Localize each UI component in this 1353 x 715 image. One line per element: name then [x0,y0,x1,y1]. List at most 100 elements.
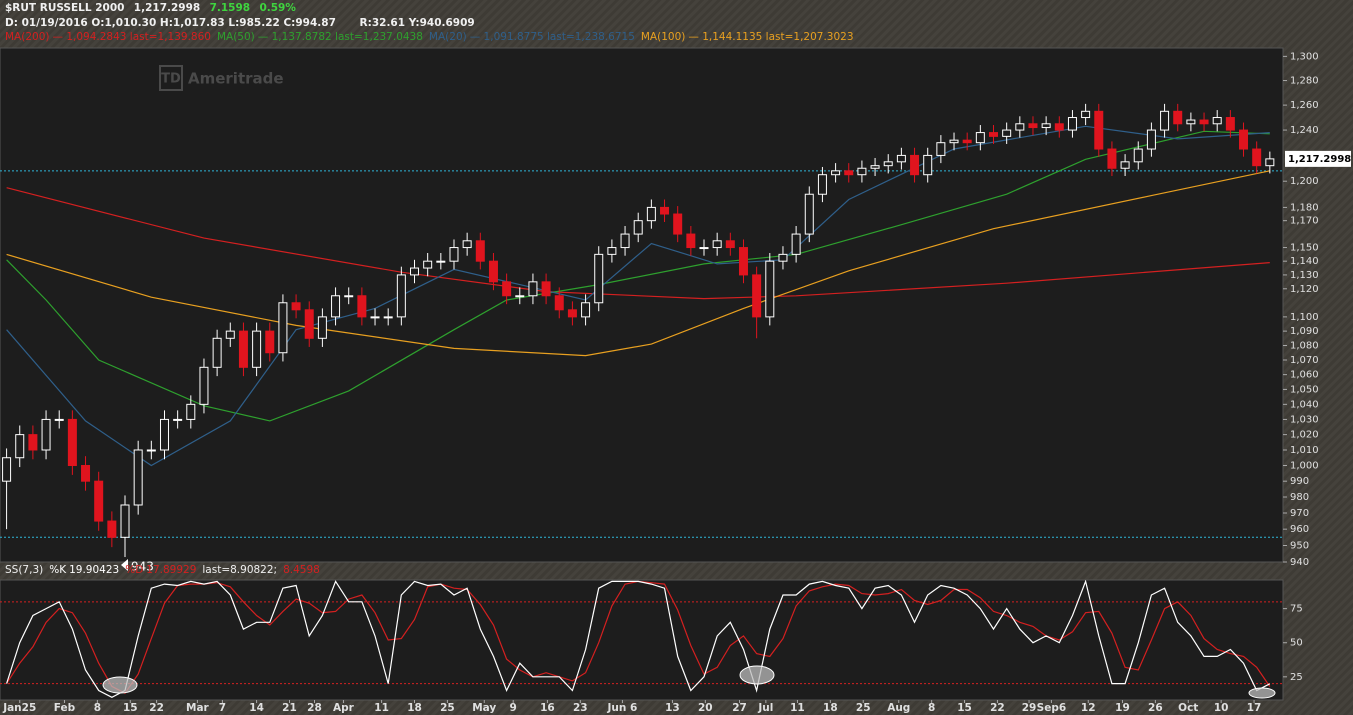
x-tick-label: Jun 6 [607,702,638,714]
x-tick-label: 8 [928,702,935,714]
y-tick-label: 990 [1290,476,1309,487]
x-tick-label: Mar [186,702,210,714]
candle-body [541,281,551,297]
candle-body [133,449,143,506]
indicator-title: SS(7,3) [5,564,44,576]
candle-body [673,213,683,235]
candle-body [28,434,38,451]
candle-body [515,295,525,298]
candle-body [1186,119,1196,125]
y-tick-label: 1,100 [1290,312,1319,323]
last-price: 1,217.2998 [133,2,201,14]
candle-body [896,154,906,163]
y-tick-label: 50 [1290,638,1303,649]
legend-value: 17.89929 [146,564,197,576]
x-tick-label: 11 [374,702,389,714]
last-price-label: 1,217.2998 [1288,154,1351,165]
candle-body [383,316,393,319]
x-tick-label: 10 [1214,702,1229,714]
x-tick-label: 17 [1247,702,1262,714]
change-pct: 0.59% [259,2,296,14]
candle-body [54,418,64,421]
legend-name: %D [125,564,144,576]
y-tick-label: 960 [1290,524,1309,535]
candle-body [857,167,867,176]
legend-name: MA(100) [640,31,686,43]
y-tick-label: 1,030 [1290,414,1319,425]
y-tick-label: 1,020 [1290,430,1319,441]
candle-body [975,132,985,144]
candle-body [462,240,472,249]
candle-body [436,260,446,263]
candle-body [660,206,670,215]
candle-body [1160,110,1170,131]
x-tick-label: 16 [540,702,555,714]
x-tick-label: 8 [94,702,101,714]
x-tick-label: 22 [149,702,164,714]
y-tick-label: 1,170 [1290,216,1319,227]
x-tick-label: Jan25 [2,702,36,714]
y-tick-label: 970 [1290,508,1309,519]
y-tick-label: 940 [1290,557,1309,568]
moving-average [6,187,1270,300]
x-tick-label: Feb [54,702,76,714]
highlight [102,676,138,694]
legend-name: MA(50) [216,31,255,43]
x-tick-label: Apr [333,702,355,714]
candle-body [778,253,788,262]
candle-body [1094,110,1104,150]
x-tick-label: 12 [1081,702,1096,714]
x-tick-label: 20 [698,702,713,714]
candle-body [633,220,643,235]
candle-body [725,240,735,249]
candle-body [331,295,341,318]
y-tick-label: 1,080 [1290,340,1319,351]
candle-body [291,302,301,311]
y-tick-label: 1,150 [1290,243,1319,254]
x-tick-label: 15 [123,702,138,714]
y-tick-label: 1,010 [1290,445,1319,456]
candle-body [304,309,314,339]
candle-body [1067,117,1077,131]
x-tick-label: 19 [1115,702,1130,714]
highlight [1248,687,1276,699]
candle-body [67,418,77,467]
candle-body [883,161,893,167]
legend-value: — 1,091.8775 last=1,238.6715 [469,31,635,43]
x-tick-label: 28 [307,702,322,714]
candle-body [752,274,762,318]
candle-body [1252,148,1262,167]
highlight [739,665,775,685]
logo-box [159,65,183,91]
candle-body [1265,158,1275,167]
candle-body [620,233,630,249]
candle-body [817,174,827,195]
candle-body [949,139,959,144]
watermark: Ameritrade [188,70,284,88]
candle-body [1120,161,1130,169]
candle-body [107,520,117,538]
candle-body [1173,110,1183,125]
candle-body [370,316,380,319]
candle-body [699,247,709,250]
y-tick-label: 1,240 [1290,125,1319,136]
symbol: $RUT RUSSELL 2000 [5,2,125,14]
candle-body [449,247,459,262]
y-tick-label: 1,120 [1290,284,1319,295]
x-tick-label: Jul [757,702,773,714]
candle-body [712,240,722,249]
candle-body [594,253,604,304]
candle-body [81,465,91,482]
candle-body [581,302,591,318]
y-tick-label: 1,090 [1290,326,1319,337]
candle-body [567,309,577,318]
legend-name: MA(200) [5,31,50,43]
x-tick-label: 21 [282,702,297,714]
x-tick-label: 23 [573,702,588,714]
candle-body [94,480,104,522]
y-tick-label: 1,000 [1290,461,1319,472]
candle-body [791,233,801,255]
x-tick-label: 9 [510,702,517,714]
candle-body [212,337,222,368]
